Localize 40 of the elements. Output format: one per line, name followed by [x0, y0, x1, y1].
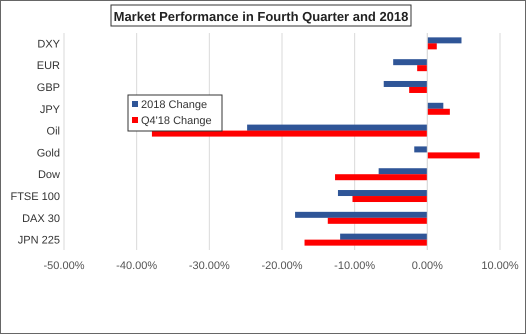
- y-tick-label: Gold: [36, 147, 60, 160]
- bar: [427, 37, 462, 44]
- y-tick-label: EUR: [36, 60, 60, 72]
- y-tick-label: FTSE 100: [10, 191, 60, 204]
- y-tick-label: JPN 225: [18, 234, 60, 247]
- y-tick-label: JPY: [40, 104, 61, 116]
- bar: [295, 212, 428, 218]
- x-tick-label: -40.00%: [116, 260, 158, 272]
- bar: [247, 124, 428, 131]
- y-tick-label: DXY: [37, 38, 61, 50]
- x-tick-label: -10.00%: [334, 260, 376, 272]
- x-tick-label: -30.00%: [188, 260, 230, 272]
- x-tick-label: -20.00%: [262, 260, 303, 272]
- y-tick-label: Dow: [38, 169, 60, 182]
- bar: [328, 218, 428, 224]
- legend-label: Q4'18 Change: [141, 115, 212, 127]
- bar: [427, 108, 450, 115]
- bar: [427, 102, 444, 109]
- bar: [338, 190, 428, 196]
- x-tick-label: 10.00%: [481, 260, 519, 272]
- bar: [152, 130, 428, 137]
- bar: [378, 168, 428, 174]
- bar: [417, 65, 428, 72]
- x-tick-label: 0.00%: [412, 260, 444, 272]
- bar: [340, 234, 428, 240]
- bar: [335, 174, 428, 180]
- bar: [427, 43, 437, 50]
- y-tick-label: DAX 30: [22, 212, 60, 225]
- y-tick-label: GBP: [36, 82, 60, 94]
- bar: [414, 146, 428, 152]
- bar: [393, 59, 428, 66]
- bar: [427, 152, 480, 158]
- bar: [304, 240, 428, 246]
- y-tick-label: Oil: [46, 126, 60, 138]
- legend-label: 2018 Change: [141, 99, 208, 111]
- bar: [352, 196, 428, 202]
- chart-title: Market Performance in Fourth Quarter and 2018: [114, 9, 408, 24]
- bar: [409, 86, 428, 93]
- x-tick-label: -50.00%: [44, 260, 85, 272]
- bar: [384, 80, 428, 87]
